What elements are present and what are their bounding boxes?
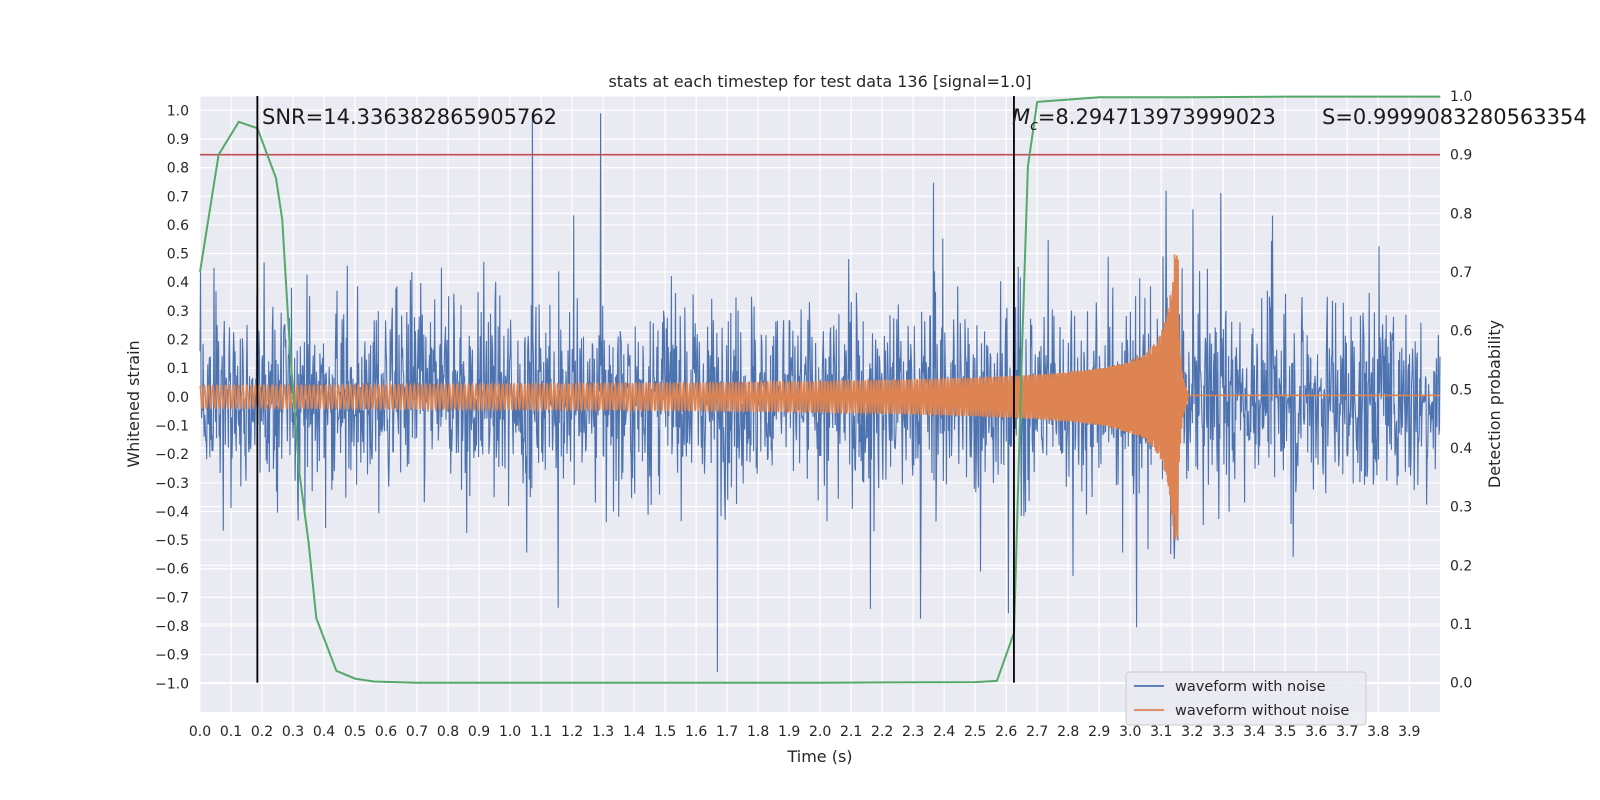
x-tick-label: 3.0 [1119,724,1141,740]
x-tick-label: 2.2 [871,724,893,740]
y-tick-label: 0.2 [167,333,189,349]
x-tick-label: 1.3 [592,724,614,740]
y2-tick-label: 0.3 [1450,500,1472,516]
x-tick-label: 3.1 [1150,724,1172,740]
x-tick-label: 2.9 [1088,724,1110,740]
y2-tick-label: 0.8 [1450,206,1472,222]
x-tick-label: 0.6 [375,724,397,740]
y-tick-label: 0.1 [167,361,189,377]
y-tick-label: −0.3 [155,476,189,492]
y-tick-label: −1.0 [155,676,189,692]
y-tick-label: 0.3 [167,304,189,320]
x-tick-label: 2.6 [995,724,1017,740]
x-axis-ticks: 0.0 0.1 0.2 0.3 0.4 0.5 0.6 0.7 0.8 0.9 1.0 1.1 1.2 1… [189,724,1421,740]
y-tick-label: −0.6 [155,562,189,578]
y-tick-label: −0.2 [155,447,189,463]
y-tick-label: 0.4 [167,275,189,291]
y2-tick-label: 0.5 [1450,382,1472,398]
series-detection-probability [199,95,1441,684]
y2-axis-ticks: 1.0 0.9 0.8 0.7 0.6 0.5 0.4 0.3 0.2 0.1 0.0 [1450,89,1472,692]
x-axis-label: Time (s) [786,747,852,766]
detection-probability-line [199,95,1441,684]
legend-label-noise: waveform with noise [1175,679,1326,695]
x-tick-label: 1.9 [778,724,800,740]
x-tick-label: 0.8 [437,724,459,740]
chirp-mass-subscript: c [1030,118,1038,134]
marker-lines [256,96,1015,683]
x-tick-label: 2.5 [964,724,986,740]
score-annotation: S=0.9999083280563354 [1322,105,1587,129]
y-tick-label: −0.7 [155,590,189,606]
y-tick-label: −0.5 [155,533,189,549]
x-tick-label: 3.7 [1336,724,1358,740]
waveform-without-noise-line [199,254,1440,540]
y2-tick-label: 0.7 [1450,265,1472,281]
y2-tick-label: 0.4 [1450,441,1472,457]
x-tick-label: 0.2 [251,724,273,740]
legend: waveform with noise waveform without noi… [1125,671,1367,726]
x-tick-label: 1.4 [623,724,645,740]
x-tick-label: 3.4 [1243,724,1265,740]
snr-annotation: SNR=14.336382865905762 [262,105,557,129]
chart-title: stats at each timestep for test data 136… [608,72,1031,91]
x-tick-label: 2.3 [902,724,924,740]
x-tick-label: 0.3 [282,724,304,740]
x-tick-label: 1.6 [685,724,707,740]
x-tick-label: 2.1 [840,724,862,740]
x-tick-label: 1.7 [716,724,738,740]
y-tick-label: −0.1 [155,418,189,434]
y2-tick-label: 0.9 [1450,148,1472,164]
y-axis-ticks: 1.0 0.9 0.8 0.7 0.6 0.5 0.4 0.3 0.2 0.1 0.0 −0.1 −0.… [155,103,189,692]
y-tick-label: 0.5 [167,247,189,263]
y-tick-label: 0.6 [167,218,189,234]
y-tick-label: 0.0 [167,390,189,406]
y2-axis-label: Detection probability [1485,320,1504,488]
x-tick-label: 2.7 [1026,724,1048,740]
y-tick-label: 0.8 [167,161,189,177]
x-tick-label: 0.4 [313,724,335,740]
x-tick-label: 1.2 [561,724,583,740]
y-tick-label: −0.8 [155,619,189,635]
y-tick-label: −0.9 [155,648,189,664]
series-waveform-with-noise [199,113,1441,673]
y2-tick-label: 0.0 [1450,676,1472,692]
y2-tick-label: 1.0 [1450,89,1472,105]
x-tick-label: 2.4 [933,724,955,740]
y2-tick-label: 0.2 [1450,558,1472,574]
chirp-mass-symbol: M [1012,105,1030,129]
x-tick-label: 1.8 [747,724,769,740]
y2-tick-label: 0.1 [1450,617,1472,633]
x-tick-label: 0.0 [189,724,211,740]
x-tick-label: 3.9 [1398,724,1420,740]
legend-box [1125,671,1367,726]
x-tick-label: 3.6 [1305,724,1327,740]
x-tick-label: 2.8 [1057,724,1079,740]
x-tick-label: 3.8 [1367,724,1389,740]
series-waveform-without-noise [199,254,1440,540]
x-tick-label: 3.3 [1212,724,1234,740]
y-axis-label: Whitened strain [124,340,143,467]
y-tick-label: 1.0 [167,103,189,119]
x-tick-label: 3.2 [1181,724,1203,740]
x-tick-label: 0.7 [406,724,428,740]
x-tick-label: 0.5 [344,724,366,740]
x-tick-label: 1.0 [499,724,521,740]
x-tick-label: 1.5 [654,724,676,740]
x-tick-label: 3.5 [1274,724,1296,740]
legend-label-clean: waveform without noise [1175,703,1349,719]
x-tick-label: 0.9 [468,724,490,740]
y-tick-label: −0.4 [155,504,189,520]
y2-tick-label: 0.6 [1450,324,1472,340]
y-tick-label: 0.7 [167,189,189,205]
x-tick-label: 1.1 [530,724,552,740]
chirp-mass-annotation: Mc=8.294713973999023 [1012,105,1276,134]
x-tick-label: 0.1 [220,724,242,740]
waveform-with-noise-line [199,113,1441,673]
chirp-mass-value: =8.294713973999023 [1038,105,1276,129]
y-tick-label: 0.9 [167,132,189,148]
x-tick-label: 2.0 [809,724,831,740]
